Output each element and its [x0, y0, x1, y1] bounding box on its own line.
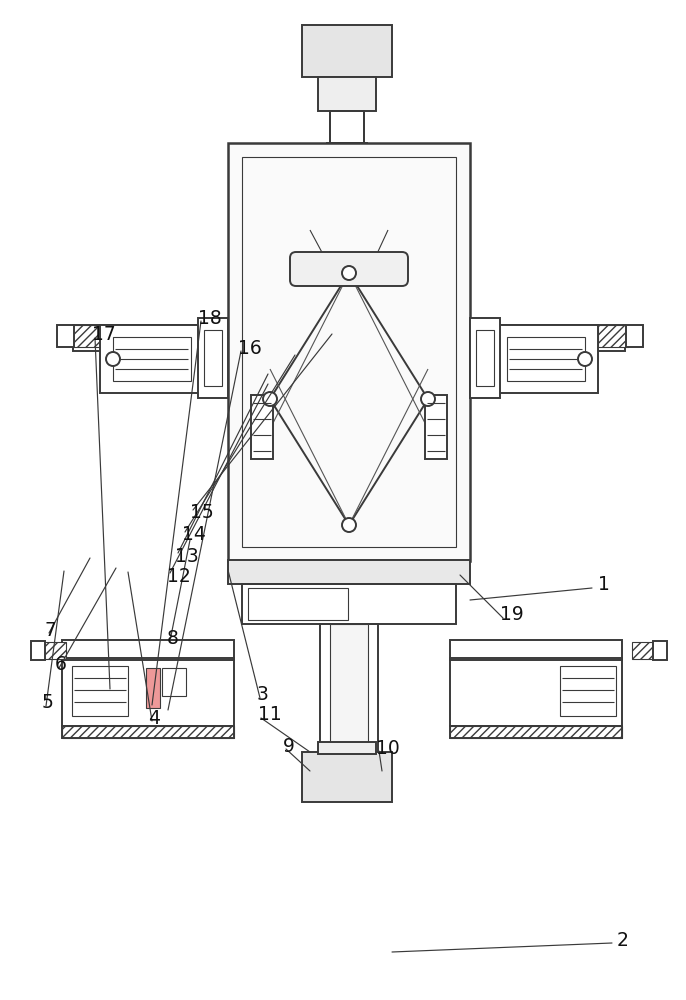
Text: 12: 12 — [167, 566, 191, 585]
Text: 17: 17 — [92, 326, 116, 344]
Bar — [653, 641, 667, 660]
FancyBboxPatch shape — [290, 252, 408, 286]
Bar — [302, 752, 392, 802]
Text: 8: 8 — [167, 629, 179, 648]
Bar — [57, 325, 74, 347]
Bar — [146, 668, 160, 708]
Text: 2: 2 — [617, 930, 629, 950]
Text: 15: 15 — [190, 504, 214, 522]
Circle shape — [263, 392, 277, 406]
Text: 19: 19 — [500, 605, 523, 624]
Bar — [73, 325, 228, 351]
Text: 7: 7 — [45, 620, 57, 640]
Circle shape — [578, 352, 592, 366]
Bar — [62, 726, 234, 738]
Bar — [598, 325, 628, 347]
Bar — [302, 25, 392, 77]
Text: 5: 5 — [42, 694, 54, 712]
Bar — [242, 157, 456, 547]
Bar — [248, 588, 348, 620]
Bar — [330, 111, 364, 143]
Text: 3: 3 — [257, 686, 269, 704]
Text: 13: 13 — [175, 546, 199, 566]
Bar — [31, 641, 45, 660]
Bar — [73, 325, 103, 347]
Bar — [470, 325, 625, 351]
Bar — [450, 640, 622, 660]
Bar — [330, 624, 368, 752]
Bar — [450, 658, 622, 726]
Bar — [632, 642, 654, 659]
Circle shape — [421, 392, 435, 406]
Bar — [318, 742, 376, 754]
Bar — [62, 658, 234, 726]
Text: 6: 6 — [55, 656, 67, 674]
Circle shape — [342, 266, 356, 280]
Bar — [44, 642, 66, 659]
Text: 1: 1 — [598, 576, 610, 594]
Bar — [62, 640, 234, 660]
Bar — [204, 330, 222, 386]
Bar — [320, 624, 378, 752]
Bar — [228, 143, 470, 561]
Bar — [626, 325, 643, 347]
Bar — [450, 726, 622, 738]
Bar — [228, 560, 470, 584]
Text: 10: 10 — [376, 738, 400, 758]
Text: 14: 14 — [182, 526, 206, 544]
Bar — [100, 325, 228, 393]
Bar — [450, 726, 622, 738]
Bar — [507, 337, 585, 381]
Bar — [470, 325, 598, 393]
Text: 11: 11 — [258, 706, 282, 724]
Text: 4: 4 — [148, 708, 160, 728]
Text: 9: 9 — [283, 736, 295, 756]
Bar — [251, 395, 273, 459]
Bar — [72, 666, 128, 716]
Bar — [318, 77, 376, 111]
Bar — [425, 395, 447, 459]
Bar — [162, 668, 186, 696]
Bar — [470, 318, 500, 398]
Bar — [242, 584, 456, 624]
Bar — [560, 666, 616, 716]
Bar — [476, 330, 494, 386]
Circle shape — [342, 518, 356, 532]
Text: 16: 16 — [238, 338, 262, 358]
Bar — [113, 337, 191, 381]
Circle shape — [106, 352, 120, 366]
Bar — [62, 726, 234, 738]
Text: 18: 18 — [198, 308, 222, 328]
Bar — [330, 111, 364, 143]
Bar — [198, 318, 228, 398]
